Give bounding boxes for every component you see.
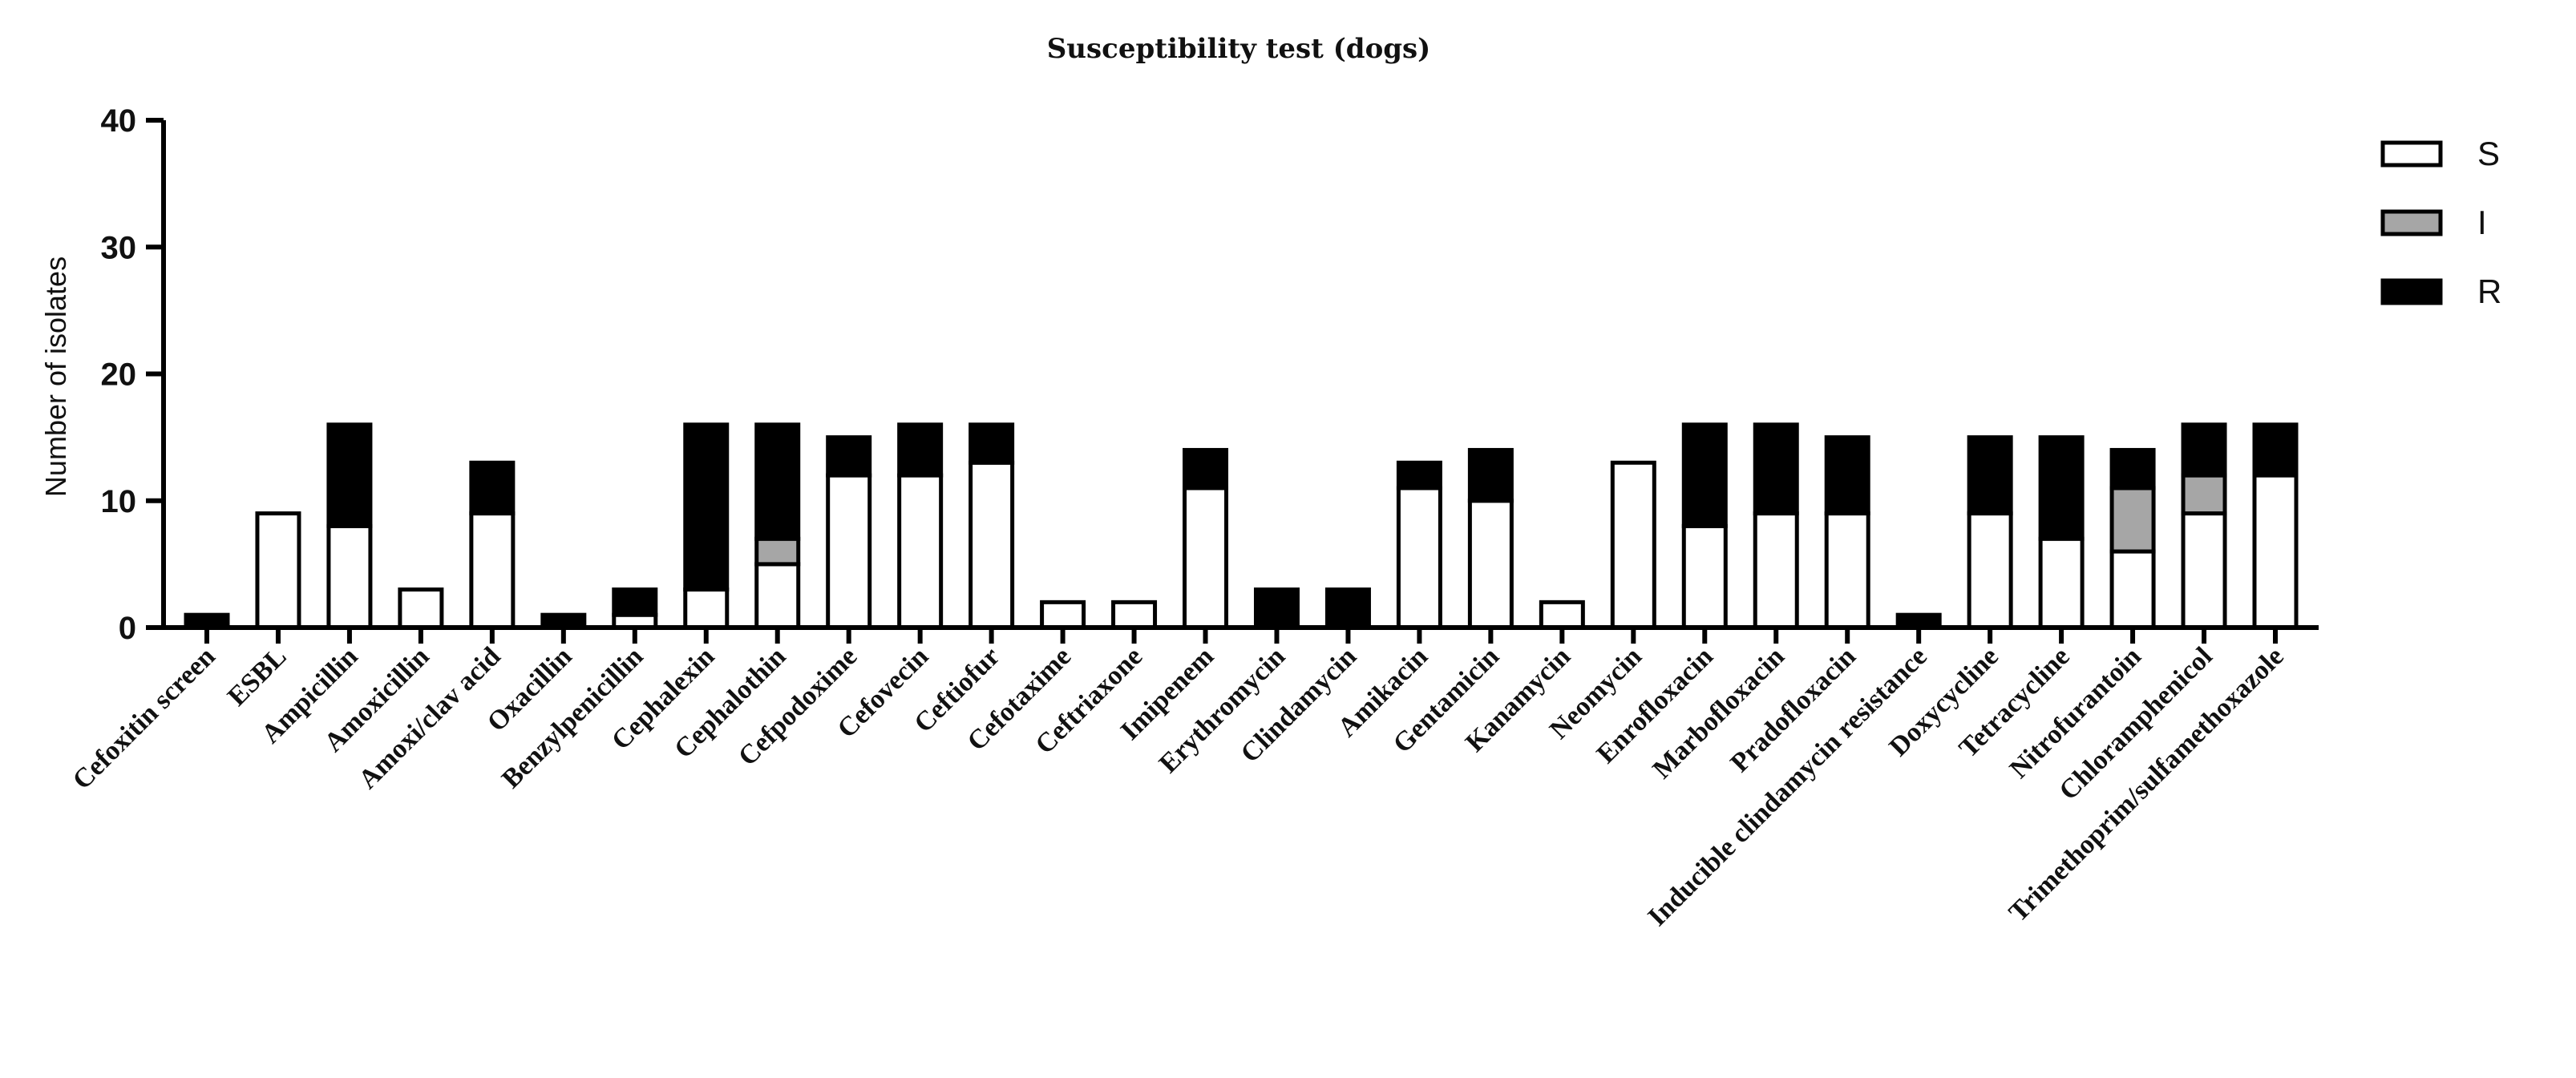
bar-r-segment xyxy=(612,587,658,617)
legend-label-r: R xyxy=(2477,273,2501,310)
bar-r-segment xyxy=(2038,435,2085,541)
bar-s-segment xyxy=(826,473,872,630)
bar-s-segment xyxy=(2181,511,2227,630)
bar-s-segment xyxy=(897,473,944,630)
bar-s-segment xyxy=(1396,486,1442,630)
bar-r-segment xyxy=(326,422,373,528)
bar-r-segment xyxy=(969,422,1015,465)
bar-r-segment xyxy=(1396,460,1442,491)
bar-s-segment xyxy=(1753,511,1799,630)
legend-label-s: S xyxy=(2477,135,2500,172)
bar-r-segment xyxy=(826,435,872,478)
bar-r-segment xyxy=(1467,447,1514,503)
bar-s-segment xyxy=(1824,511,1870,630)
bar-i-segment xyxy=(2181,473,2227,516)
bar-i-segment xyxy=(754,536,801,567)
bar-r-segment xyxy=(1253,587,1300,630)
bar-s-segment xyxy=(326,523,373,630)
legend-swatch-s xyxy=(2380,140,2443,168)
bar-i-segment xyxy=(2109,486,2156,554)
bar-r-segment xyxy=(897,422,944,478)
bar-r-segment xyxy=(2181,422,2227,478)
y-tick-label: 10 xyxy=(101,484,137,519)
bar-s-segment xyxy=(255,511,301,630)
bar-s-segment xyxy=(1040,600,1086,630)
x-tick-label: Erythromycin xyxy=(1154,641,1291,778)
bar-s-segment xyxy=(1183,486,1229,630)
x-tick-label: Cefoxitin screen xyxy=(67,641,221,795)
y-axis-label: Number of isolates xyxy=(39,256,72,497)
bar-s-segment xyxy=(469,511,516,630)
bar-r-segment xyxy=(2109,447,2156,491)
y-tick-label: 20 xyxy=(101,357,137,393)
bar-s-segment xyxy=(1681,523,1728,630)
y-tick-label: 30 xyxy=(101,230,137,265)
bar-r-segment xyxy=(2252,422,2299,478)
bar-r-segment xyxy=(1183,447,1229,491)
legend: SIR xyxy=(2380,135,2501,310)
bar-s-segment xyxy=(1539,600,1585,630)
bar-s-segment xyxy=(754,562,801,630)
bar-r-segment xyxy=(683,422,730,592)
bar-s-segment xyxy=(2109,549,2156,630)
y-tick-label: 0 xyxy=(119,611,136,646)
bar-s-segment xyxy=(1610,460,1656,630)
bar-r-segment xyxy=(469,460,516,516)
bar-s-segment xyxy=(683,587,730,630)
x-tick-label: ESBL xyxy=(222,641,293,712)
legend-label-i: I xyxy=(2477,204,2487,241)
bar-s-segment xyxy=(398,587,444,630)
bar-s-segment xyxy=(2038,536,2085,630)
y-tick-label: 40 xyxy=(101,103,137,139)
legend-swatch-r xyxy=(2380,278,2443,305)
bar-r-segment xyxy=(1681,422,1728,528)
bar-s-segment xyxy=(1467,499,1514,630)
bar-r-segment xyxy=(1967,435,2013,516)
bar-s-segment xyxy=(1111,600,1158,630)
chart-title: Susceptibility test (dogs) xyxy=(1047,33,1431,65)
bar-s-segment xyxy=(1967,511,2013,630)
x-tick-label: Pradofloxacin xyxy=(1725,641,1861,777)
bar-s-segment xyxy=(2252,473,2299,630)
bar-r-segment xyxy=(1324,587,1371,630)
legend-swatch-i xyxy=(2380,209,2443,236)
bar-r-segment xyxy=(1753,422,1799,516)
bar-r-segment xyxy=(1824,435,1870,516)
bar-s-segment xyxy=(969,460,1015,630)
bar-r-segment xyxy=(754,422,801,541)
